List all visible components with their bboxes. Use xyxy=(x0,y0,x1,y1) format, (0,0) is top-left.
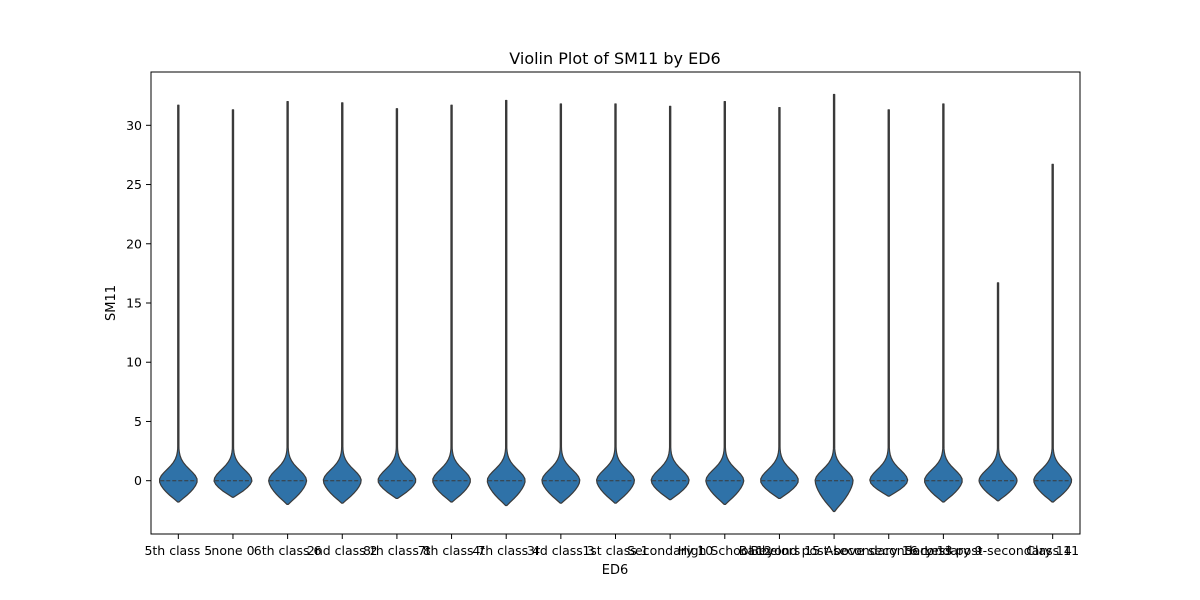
x-tick-label: 4th class 4 xyxy=(472,543,540,558)
x-axis-label: ED6 xyxy=(602,563,629,578)
x-tick-label: Beyond post-secondary 16 xyxy=(750,543,917,558)
violin-body xyxy=(705,101,745,505)
y-tick-label: 0 xyxy=(134,473,142,488)
x-tick-label: Bachelors 15 xyxy=(739,543,820,558)
y-tick-label: 5 xyxy=(134,414,142,429)
y-tick-label: 30 xyxy=(126,118,142,133)
x-tick-label: Class 11 xyxy=(1026,543,1079,558)
y-tick-label: 15 xyxy=(126,296,142,311)
violin-body xyxy=(814,93,854,513)
y-tick-label: 25 xyxy=(126,177,142,192)
violin-body xyxy=(595,103,636,504)
chart-title: Violin Plot of SM11 by ED6 xyxy=(509,49,720,68)
x-tick-label: Above secondary 13 xyxy=(825,543,953,558)
y-axis: 0 5 10 15 20 25 30 xyxy=(126,118,151,488)
violin-body xyxy=(650,105,690,501)
x-tick-label: Secondary 9 xyxy=(904,543,982,558)
violin-body xyxy=(432,104,471,503)
violins-layer xyxy=(158,93,1073,513)
violin-body xyxy=(377,108,417,500)
y-tick-label: 10 xyxy=(126,355,142,370)
x-tick-label: Less post-secondary 14 xyxy=(924,543,1072,558)
x-tick-label: 6th class 6 xyxy=(254,543,322,558)
violin-body xyxy=(978,282,1018,502)
violin-body xyxy=(486,99,526,507)
x-tick-label: High School 12 xyxy=(678,543,772,558)
violin-body xyxy=(869,109,909,497)
violin-body xyxy=(268,101,308,505)
x-tick-label: 2nd class 2 xyxy=(307,543,378,558)
x-tick-label: 8th class 8 xyxy=(363,543,431,558)
x-tick-label: none 0 xyxy=(211,543,254,558)
violin-body xyxy=(924,103,963,503)
violin-body xyxy=(1033,163,1073,503)
violin-body xyxy=(213,109,253,498)
x-tick-label: 7th class 7 xyxy=(418,543,486,558)
violin-body xyxy=(322,102,362,504)
violin-body xyxy=(760,106,799,500)
x-tick-label: 5th class 5 xyxy=(144,543,212,558)
x-tick-label: 1st class 1 xyxy=(582,543,648,558)
y-tick-label: 20 xyxy=(126,236,142,251)
violin-body xyxy=(541,103,581,504)
x-tick-label: Secondary 10 xyxy=(627,543,713,558)
y-axis-label: SM11 xyxy=(104,285,119,321)
violin-body xyxy=(158,104,198,503)
x-tick-label: 3rd class 3 xyxy=(527,543,595,558)
